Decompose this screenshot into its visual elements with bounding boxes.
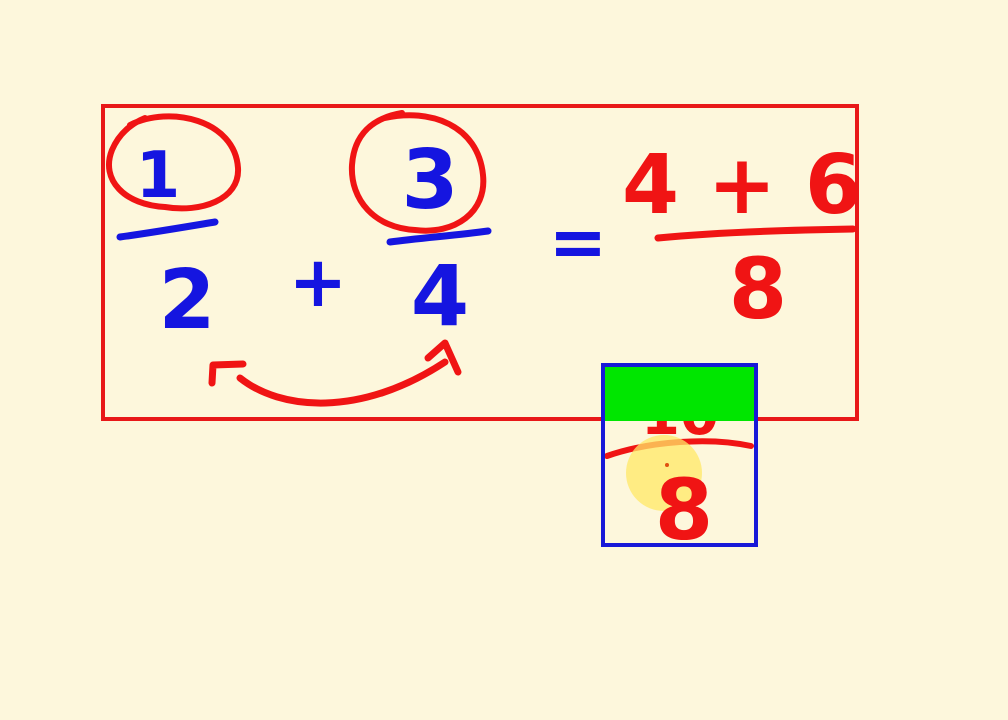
- result-fraction-bar: [654, 225, 857, 242]
- cursor-dot: [665, 463, 669, 467]
- result-denominator: 8: [729, 240, 787, 338]
- fraction1-numerator: 1: [136, 139, 181, 213]
- fraction2-denominator: 4: [411, 247, 469, 345]
- fraction1-denominator: 2: [158, 253, 215, 348]
- green-highlight-bar: [603, 365, 756, 421]
- result-numerator: 4 + 6: [622, 138, 862, 233]
- inset-denominator: 8: [655, 461, 713, 559]
- fraction2-bar: [386, 227, 492, 246]
- zoom-inset: 10 8: [601, 363, 758, 559]
- equals-sign: =: [549, 201, 608, 283]
- fraction2-numerator: 3: [401, 133, 458, 228]
- arrow-head: [424, 339, 462, 376]
- red-frame: [101, 104, 859, 421]
- arrow-tail-hook: [208, 360, 247, 387]
- curved-arrow: [236, 358, 449, 407]
- fraction1-bar: [116, 218, 219, 241]
- cursor-highlight: [626, 435, 702, 511]
- blue-frame: [601, 363, 758, 547]
- plus-sign: +: [289, 241, 348, 323]
- circle-around-numerator-1: [106, 113, 242, 212]
- circle-around-numerator-3: [348, 110, 487, 234]
